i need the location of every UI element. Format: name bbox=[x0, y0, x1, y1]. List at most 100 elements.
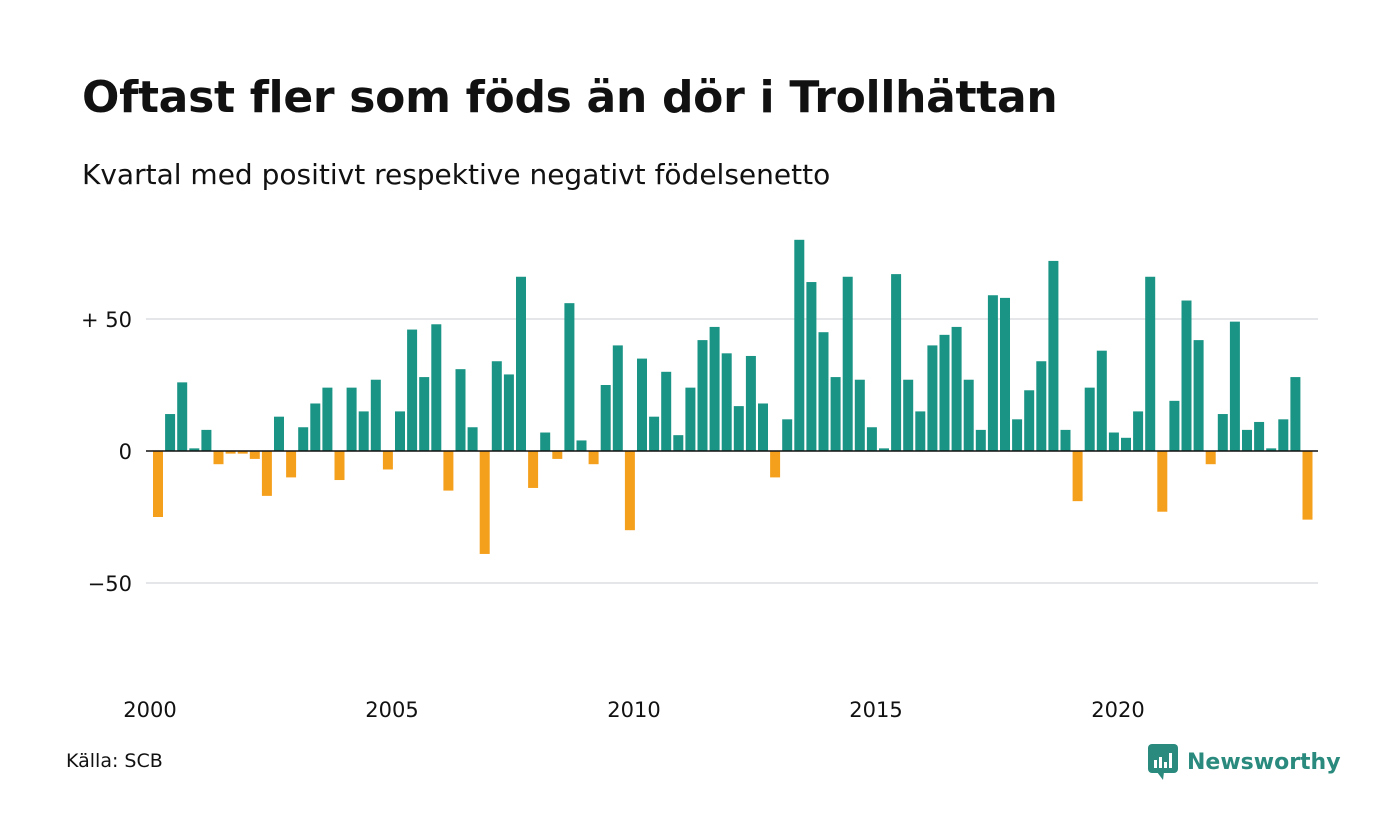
bar-positive bbox=[189, 448, 200, 451]
bar-positive bbox=[165, 414, 176, 451]
bar-positive bbox=[177, 382, 188, 451]
bar-positive bbox=[298, 427, 309, 451]
bar-positive bbox=[1290, 377, 1301, 451]
bar-negative bbox=[1205, 451, 1216, 465]
bar-positive bbox=[407, 329, 418, 451]
bar-series bbox=[153, 239, 1313, 554]
bar-positive bbox=[1266, 448, 1277, 451]
bar-positive bbox=[939, 334, 950, 451]
brand-logo: Newsworthy bbox=[1148, 744, 1341, 780]
bar-negative bbox=[213, 451, 224, 465]
bar-positive bbox=[745, 355, 756, 451]
bar-negative bbox=[334, 451, 345, 481]
bar-negative bbox=[1157, 451, 1168, 512]
bar-positive bbox=[370, 379, 381, 451]
bar-negative bbox=[261, 451, 272, 496]
bar-positive bbox=[1217, 414, 1228, 451]
bar-positive bbox=[987, 295, 998, 451]
newsworthy-logo-icon bbox=[1148, 744, 1178, 780]
bar-positive bbox=[455, 369, 466, 451]
x-tick-label: 2010 bbox=[607, 698, 660, 722]
y-tick-label: + 50 bbox=[81, 308, 132, 332]
bar-positive bbox=[274, 416, 284, 451]
bar-negative bbox=[237, 451, 248, 454]
bar-positive bbox=[1060, 429, 1071, 451]
bar-positive bbox=[685, 387, 696, 451]
grid-lines bbox=[146, 318, 1318, 584]
bar-positive bbox=[201, 429, 212, 451]
bar-positive bbox=[975, 429, 986, 451]
x-tick-label: 2005 bbox=[365, 698, 418, 722]
bar-positive bbox=[1108, 432, 1119, 451]
bar-negative bbox=[770, 451, 781, 478]
bar-positive bbox=[1133, 411, 1144, 451]
bar-negative bbox=[479, 451, 490, 554]
bar-positive bbox=[697, 340, 708, 451]
bar-positive bbox=[564, 303, 575, 451]
axes: + 50 0 −50 2000 2005 2010 2015 2020 bbox=[81, 308, 1318, 722]
bar-negative bbox=[153, 451, 163, 517]
bar-negative bbox=[249, 451, 260, 459]
bar-positive bbox=[1278, 419, 1289, 451]
bar-positive bbox=[806, 282, 817, 451]
bar-positive bbox=[1229, 321, 1240, 451]
bar-positive bbox=[576, 440, 587, 451]
x-tick-label: 2015 bbox=[849, 698, 902, 722]
bar-positive bbox=[310, 403, 321, 451]
bar-negative bbox=[286, 451, 297, 478]
bar-positive bbox=[637, 358, 647, 451]
bar-negative bbox=[225, 451, 236, 454]
bar-negative bbox=[1302, 451, 1313, 520]
bar-positive bbox=[1000, 297, 1010, 451]
bar-positive bbox=[963, 379, 974, 451]
bar-positive bbox=[879, 448, 889, 451]
bar-positive bbox=[395, 411, 405, 451]
bar-positive bbox=[649, 416, 660, 451]
bar-positive bbox=[818, 332, 829, 451]
bar-positive bbox=[467, 427, 478, 451]
bar-negative bbox=[382, 451, 393, 470]
bar-positive bbox=[951, 326, 962, 451]
bar-negative bbox=[528, 451, 539, 488]
chart-title: Oftast fler som föds än dör i Trollhätta… bbox=[82, 72, 1058, 123]
bar-positive bbox=[358, 411, 369, 451]
bar-positive bbox=[1036, 361, 1047, 451]
x-tick-label: 2020 bbox=[1091, 698, 1144, 722]
bar-positive bbox=[540, 432, 551, 451]
bar-negative bbox=[1072, 451, 1083, 502]
bar-negative bbox=[552, 451, 563, 459]
x-tick-label: 2000 bbox=[123, 698, 176, 722]
bar-positive bbox=[915, 411, 926, 451]
bar-negative bbox=[588, 451, 599, 465]
bar-positive bbox=[661, 371, 672, 451]
bar-positive bbox=[866, 427, 877, 451]
bar-positive bbox=[1121, 437, 1131, 451]
bar-positive bbox=[419, 377, 430, 451]
bar-positive bbox=[927, 345, 938, 451]
bar-positive bbox=[612, 345, 623, 451]
bar-positive bbox=[600, 385, 611, 451]
source-label: Källa: SCB bbox=[66, 750, 163, 772]
bar-positive bbox=[709, 326, 720, 451]
bar-positive bbox=[842, 276, 853, 451]
bar-positive bbox=[1012, 419, 1023, 451]
bar-positive bbox=[721, 353, 732, 451]
bar-positive bbox=[1169, 400, 1180, 451]
bar-positive bbox=[903, 379, 914, 451]
bar-positive bbox=[1242, 429, 1252, 451]
bar-positive bbox=[891, 274, 902, 451]
bar-positive bbox=[733, 406, 744, 451]
brand-name: Newsworthy bbox=[1187, 749, 1341, 775]
bar-positive bbox=[503, 374, 514, 451]
bar-negative bbox=[624, 451, 635, 531]
y-tick-label: −50 bbox=[88, 572, 132, 596]
bar-positive bbox=[346, 387, 357, 451]
bar-positive bbox=[1096, 350, 1107, 451]
bar-positive bbox=[322, 387, 333, 451]
bar-positive bbox=[673, 435, 684, 451]
bar-positive bbox=[782, 419, 793, 451]
bar-positive bbox=[1254, 421, 1265, 451]
bar-positive bbox=[1193, 340, 1204, 451]
bar-positive bbox=[1024, 390, 1035, 451]
